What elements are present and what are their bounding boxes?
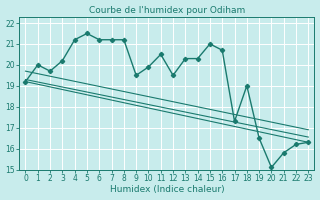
X-axis label: Humidex (Indice chaleur): Humidex (Indice chaleur) bbox=[109, 185, 224, 194]
Title: Courbe de l'humidex pour Odiham: Courbe de l'humidex pour Odiham bbox=[89, 6, 245, 15]
